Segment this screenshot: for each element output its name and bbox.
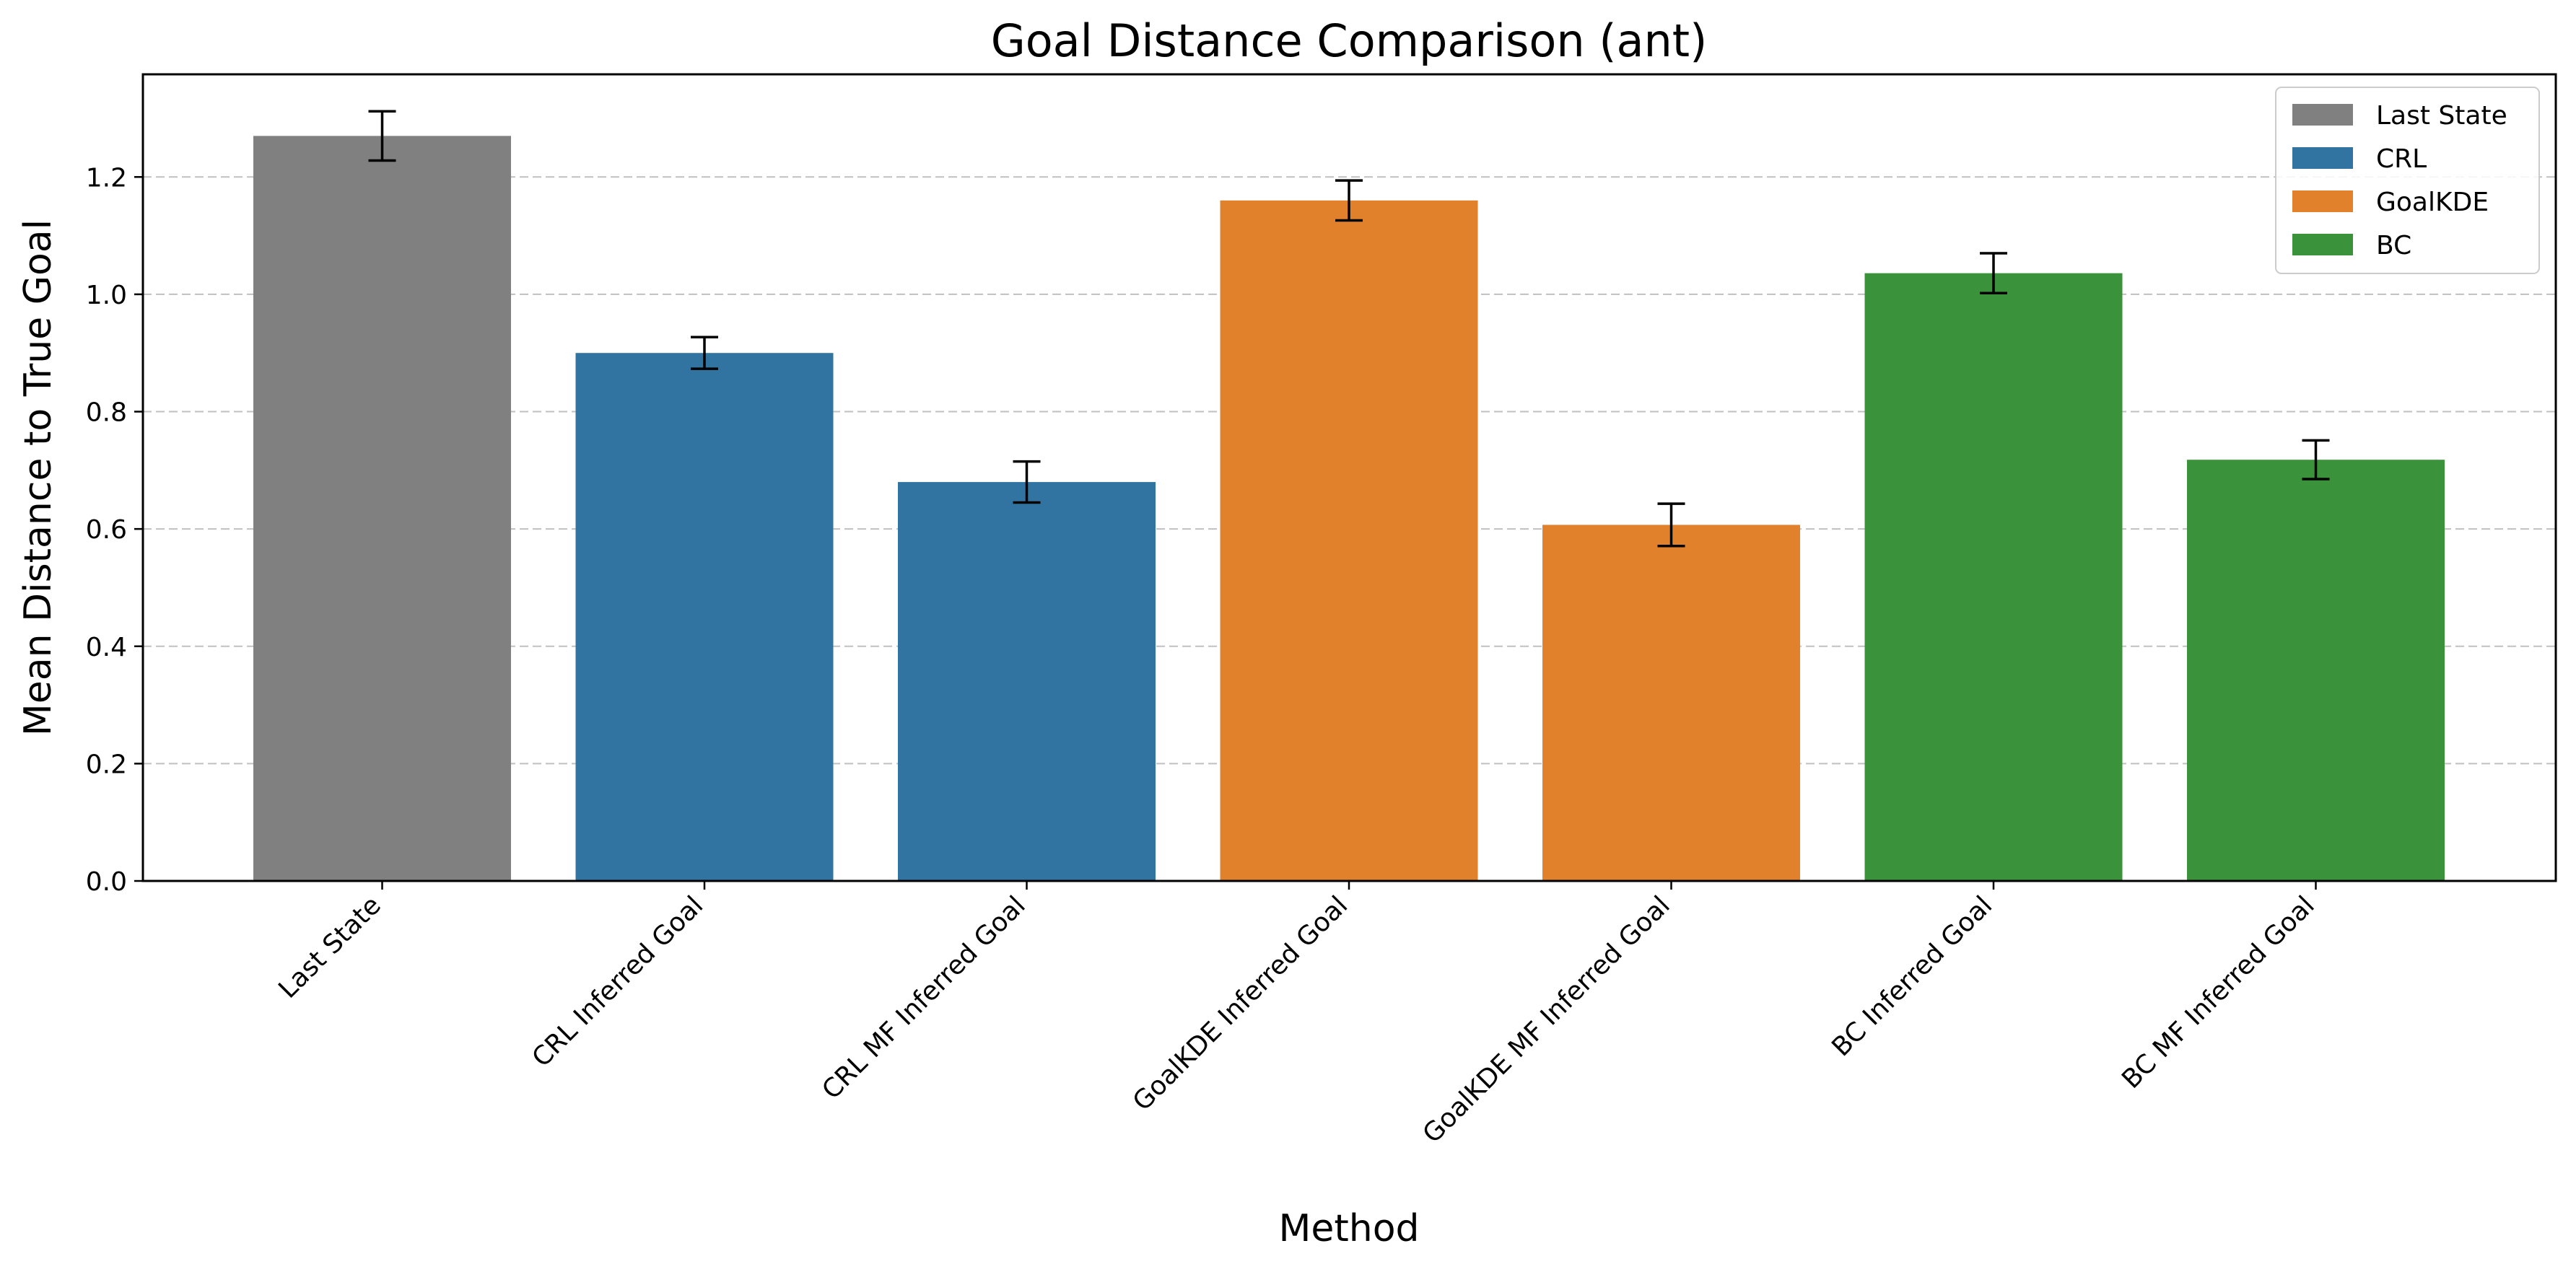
bar (253, 136, 511, 882)
x-tick-label: CRL MF Inferred Goal (816, 890, 1031, 1105)
bars (253, 136, 2445, 882)
x-tick-label: BC MF Inferred Goal (2116, 890, 2320, 1095)
bar (575, 353, 834, 882)
legend-box (2275, 87, 2540, 274)
y-axis-title: Mean Distance to True Goal (17, 219, 60, 736)
bar (1864, 273, 2123, 881)
bar (2187, 460, 2445, 881)
legend-label: CRL (2376, 144, 2427, 174)
x-tick-label: Last State (273, 890, 386, 1004)
legend-label: Last State (2376, 101, 2507, 131)
x-axis-title: Method (1278, 1207, 1419, 1250)
x-tick-label: GoalKDE Inferred Goal (1127, 890, 1354, 1117)
x-tick-label: GoalKDE MF Inferred Goal (1418, 890, 1676, 1149)
bar (1542, 525, 1800, 881)
y-axis-ticks: 0.0 0.2 0.4 0.6 0.8 1.0 1.2 (86, 163, 143, 897)
y-tick-label: 1.0 (86, 281, 127, 310)
chart-title: Goal Distance Comparison (ant) (991, 14, 1708, 67)
y-tick-label: 0.6 (86, 515, 127, 545)
bar (1220, 200, 1478, 881)
bar (898, 482, 1156, 881)
legend-swatch (2292, 147, 2353, 169)
legend-swatch (2292, 190, 2353, 212)
y-tick-label: 1.2 (86, 163, 127, 193)
x-tick-label: CRL Inferred Goal (527, 890, 710, 1073)
y-tick-label: 0.4 (86, 633, 127, 662)
y-tick-label: 0.2 (86, 750, 127, 779)
legend: Last State CRL GoalKDE BC (2275, 87, 2540, 274)
y-tick-label: 0.8 (86, 398, 127, 428)
legend-swatch (2292, 234, 2353, 255)
x-tick-label: BC Inferred Goal (1826, 890, 1998, 1062)
legend-swatch (2292, 104, 2353, 126)
legend-label: GoalKDE (2376, 188, 2489, 217)
error-bars (368, 110, 2330, 548)
y-tick-label: 0.0 (86, 867, 127, 897)
x-axis-ticks: Last State CRL Inferred Goal CRL MF Inferr… (273, 881, 2320, 1149)
legend-label: BC (2376, 231, 2411, 260)
